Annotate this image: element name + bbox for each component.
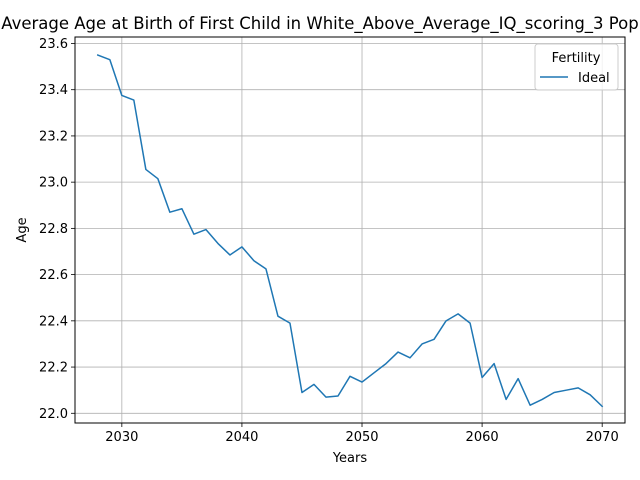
x-axis-title: Years [332,451,368,466]
plot-series [96,54,604,408]
y-tick-label: 23.6 [39,37,68,52]
legend-label-ideal: Ideal [578,71,610,86]
y-tick-label: 22.4 [39,314,68,329]
y-axis: 22.0 22.2 22.4 22.6 22.8 23.0 23.2 23.4 23.6 [39,37,75,422]
y-tick-label: 22.6 [39,268,68,283]
x-tick-label: 2070 [586,430,619,445]
y-tick-label: 22.8 [39,222,68,237]
y-tick-label: 22.0 [39,407,68,422]
legend: Fertility Ideal [534,43,619,91]
y-tick-label: 23.2 [39,129,68,144]
legend-title: Fertility [552,51,601,66]
plot-frame [74,36,626,424]
y-tick-label: 23.0 [39,176,68,191]
x-axis: 2030 2040 2050 2060 2070 [105,423,619,445]
chart-title: Average Age at Birth of First Child in W… [1,14,638,34]
legend-box [534,43,619,91]
x-tick-label: 2060 [466,430,499,445]
x-tick-label: 2050 [345,430,378,445]
grid [75,37,625,423]
y-tick-label: 23.4 [39,83,68,98]
y-axis-title: Age [15,217,30,242]
y-tick-label: 22.2 [39,361,68,376]
x-tick-label: 2040 [225,430,258,445]
series-line-ideal [96,54,604,408]
x-tick-label: 2030 [105,430,138,445]
